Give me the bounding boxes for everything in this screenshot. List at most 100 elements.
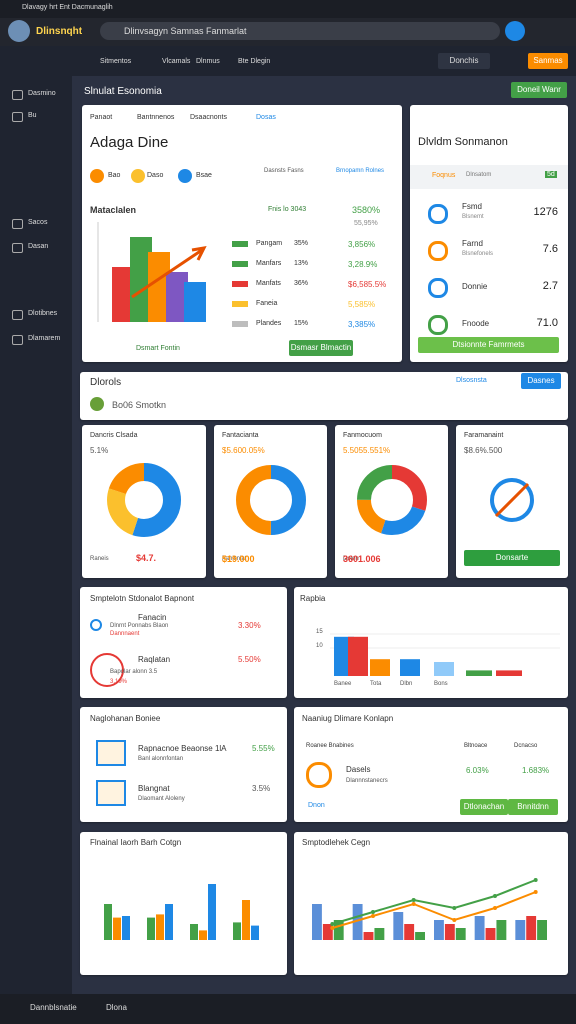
bar (112, 267, 134, 322)
col-header: Bltnoace (464, 743, 488, 749)
avatar (90, 397, 104, 411)
row-sub: Dlnrnt Ponnabs Blaon (110, 623, 169, 629)
card (80, 832, 287, 975)
legend-pct: 35% (294, 240, 309, 247)
item-name: Fnoode (462, 319, 490, 328)
button[interactable]: Dasnes (521, 373, 561, 389)
address: Dlinvsagyn Samnas Fanmarlat (124, 26, 247, 36)
bar (104, 904, 112, 940)
button[interactable]: Dtlonachan (460, 799, 508, 815)
label: Foqnus (432, 172, 456, 179)
x-tick-label: Bons (434, 681, 448, 687)
pill: Bao (108, 172, 121, 179)
button[interactable]: Donsarte (464, 550, 560, 566)
chart (330, 633, 560, 676)
legend-swatch (232, 241, 248, 247)
section-link[interactable]: Dlsosnsta (456, 377, 487, 384)
donut-footer: Raneis (90, 556, 109, 562)
row-icon (96, 740, 126, 766)
card-title: Adaga Dine (90, 134, 169, 151)
tab[interactable]: Dsaacnonts (190, 114, 227, 121)
nav-item[interactable]: Sitmentos (100, 58, 132, 65)
brand: Dlinsnqht (36, 26, 83, 37)
sidebar-item[interactable]: Dlamarem (28, 335, 61, 342)
bar (466, 670, 492, 676)
tab[interactable]: Dosas (256, 114, 276, 121)
donut-footer: Dolen (343, 556, 359, 562)
bar (122, 916, 130, 940)
item-sub: Blsnefonels (462, 251, 494, 257)
item-name: Donnie (462, 282, 488, 291)
x-tick-label: Dlbn (400, 681, 413, 687)
donut-sub: $8.6%.500 (464, 446, 503, 455)
card-title: Rapbia (300, 594, 326, 603)
legend-pct: 15% (294, 320, 309, 327)
bar (374, 928, 385, 940)
donut-sub: 5.1% (90, 446, 109, 455)
row-icon (90, 653, 124, 687)
bar (156, 914, 164, 940)
cta[interactable]: Sanmas (528, 53, 568, 69)
sidebar-item[interactable]: Dasmino (28, 90, 56, 97)
sidebar-icon (12, 219, 23, 229)
line-point (371, 914, 375, 918)
sidebar-item[interactable]: Dlotibnes (28, 310, 58, 317)
bar (199, 930, 207, 940)
nav-item[interactable]: Dlnmus (196, 58, 220, 65)
sidebar-item[interactable]: Bu (28, 112, 37, 119)
row-value: 5.50% (238, 655, 261, 664)
bar (455, 928, 466, 940)
nav-item[interactable]: Vlcamals (162, 58, 191, 65)
item-value: 2.7 (542, 280, 558, 292)
profile[interactable] (505, 21, 525, 41)
bar (312, 904, 322, 940)
card-title: Naglohanan Boniee (90, 714, 161, 723)
bar (370, 659, 390, 676)
url-pill[interactable] (100, 22, 500, 40)
y-tick-label: 15 (316, 629, 323, 635)
item-sub: Blsnemt (462, 214, 484, 220)
link[interactable]: Dsmart Fontin (136, 345, 180, 352)
button[interactable]: Bnnitdnn (508, 799, 558, 815)
footer-item[interactable]: Dannblsnatie (30, 1003, 77, 1012)
line-point (330, 922, 335, 926)
bar (233, 922, 241, 940)
pill: Daso (147, 172, 164, 179)
badge: Dlnsatom (466, 172, 492, 178)
footer-item[interactable]: Dlona (106, 1003, 127, 1012)
button[interactable]: Dsmasr Blmactin (289, 340, 353, 356)
bar (515, 920, 526, 940)
line-point (452, 918, 457, 922)
section-subtitle: Bo06 Smotkn (112, 400, 167, 410)
search[interactable]: Donchis (438, 53, 490, 69)
tab[interactable]: Bantnnenos (137, 114, 175, 121)
donut-title: Faramanaint (464, 432, 504, 439)
card-title: Flnainal Iaorh Barh Cotgn (90, 838, 182, 847)
x-tick-label: Banee (334, 681, 352, 687)
bar (130, 237, 152, 322)
line-point (411, 898, 416, 902)
row-sub: Dlaomant Aloleny (138, 796, 185, 802)
col-header: Roanee Bnabines (306, 743, 354, 749)
nav-item[interactable]: Bte Dlegin (238, 58, 271, 65)
button[interactable]: Dtsionnte Famrmets (418, 337, 559, 353)
bar (147, 917, 155, 940)
avatar[interactable] (8, 20, 30, 42)
line-point (533, 890, 538, 894)
card-footer[interactable]: Dnon (308, 802, 325, 809)
radial-icon (490, 478, 534, 522)
sidebar-item[interactable]: Sacos (28, 219, 48, 226)
tab-title: Dlavagy hrt Ent Dacmunaglih (22, 4, 113, 11)
sidebar-item[interactable]: Dasan (28, 243, 49, 250)
row-value: 1.683% (522, 766, 550, 775)
header-button[interactable]: Doneil Wanr (511, 82, 567, 98)
donut-title: Fantacianta (222, 432, 259, 439)
row-sub: Banl alonnfontan (138, 756, 184, 762)
row-name: Fanacin (138, 613, 167, 622)
tab[interactable]: Panaot (90, 114, 113, 121)
line-point (493, 894, 497, 898)
legend-name: Manfars (256, 260, 282, 267)
chart-note: Fnis lo 3043 (268, 206, 307, 213)
bar (148, 252, 170, 322)
trend-arrow (131, 246, 207, 299)
